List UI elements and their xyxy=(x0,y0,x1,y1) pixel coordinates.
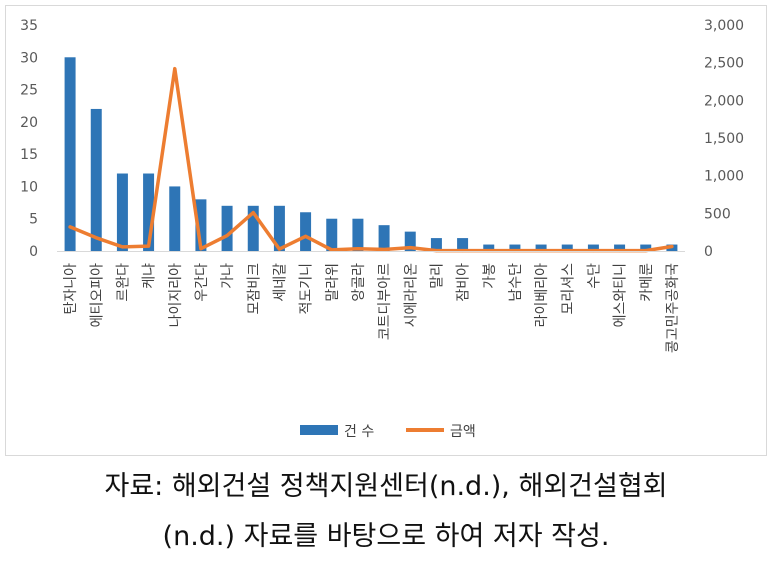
line-point xyxy=(199,247,203,251)
line-point xyxy=(251,211,255,215)
bar xyxy=(90,108,102,251)
line-point xyxy=(356,247,360,251)
line-point xyxy=(382,247,386,251)
line-point xyxy=(173,67,177,71)
bar xyxy=(143,173,155,251)
bar xyxy=(378,225,390,251)
right-tick-label: 1,000 xyxy=(704,169,744,185)
category-label: 우간다 xyxy=(194,263,210,302)
bar xyxy=(457,238,469,251)
left-tick-label: 20 xyxy=(20,115,38,131)
line-point xyxy=(120,245,124,249)
legend-line-label: 금액 xyxy=(450,424,476,440)
left-tick-label: 5 xyxy=(29,212,38,228)
legend: 건 수 금액 xyxy=(300,424,476,440)
category-label: 가나 xyxy=(220,263,236,289)
left-tick-label: 0 xyxy=(29,244,38,260)
left-tick-label: 35 xyxy=(20,18,38,34)
line-point xyxy=(94,236,98,240)
bar xyxy=(273,205,285,251)
category-label: 수단 xyxy=(586,263,602,289)
legend-bar-label: 건 수 xyxy=(344,424,374,440)
bar xyxy=(169,186,181,251)
right-tick-label: 3,000 xyxy=(704,18,744,34)
category-label: 가봉 xyxy=(482,263,498,289)
chart-area: 0 5 10 15 20 25 30 35 0 500 1,000 1,500 2,000 2,500 3… xyxy=(5,5,767,456)
bar xyxy=(483,244,495,251)
category-label: 르완다 xyxy=(115,263,131,302)
line-series xyxy=(68,66,674,253)
bar xyxy=(116,173,128,251)
bar xyxy=(195,199,207,251)
line-point xyxy=(147,244,151,248)
category-label: 잠비아 xyxy=(456,263,472,302)
bar xyxy=(352,218,364,251)
category-label: 남수단 xyxy=(508,263,524,302)
bar xyxy=(614,244,626,251)
bar xyxy=(300,212,312,251)
category-label: 말라위 xyxy=(325,263,341,302)
category-label: 적도기니 xyxy=(299,263,315,315)
line-point xyxy=(330,248,334,252)
category-label: 콩고민주공화국 xyxy=(665,263,681,353)
bar xyxy=(64,57,76,252)
line-point xyxy=(277,247,281,251)
line-point xyxy=(670,244,674,248)
bar xyxy=(561,244,573,251)
right-tick-label: 500 xyxy=(704,206,731,222)
left-tick-label: 10 xyxy=(20,179,38,195)
bar xyxy=(221,205,233,251)
bar xyxy=(509,244,521,251)
category-label: 말리 xyxy=(429,263,445,289)
line-point xyxy=(225,234,229,238)
category-label: 카메룬 xyxy=(639,263,655,302)
right-axis: 0 500 1,000 1,500 2,000 2,500 3,000 xyxy=(704,18,744,260)
line-point xyxy=(304,234,308,238)
line-point xyxy=(68,225,72,229)
left-tick-label: 15 xyxy=(20,147,38,163)
right-tick-label: 2,000 xyxy=(704,93,744,109)
bar xyxy=(430,238,442,251)
category-label: 모리셔스 xyxy=(560,263,576,315)
category-label: 시에라리온 xyxy=(403,263,419,328)
category-label: 코트디부아르 xyxy=(377,263,393,340)
category-label: 모잠비크 xyxy=(246,263,262,315)
bar xyxy=(326,218,338,251)
source-note: 자료: 해외건설 정책지원센터(n.d.), 해외건설협회 (n.d.) 자료를… xyxy=(0,462,772,562)
amount-line xyxy=(68,66,674,253)
left-axis: 0 5 10 15 20 25 30 35 xyxy=(20,18,38,260)
category-label: 에티오피아 xyxy=(89,263,105,328)
category-label: 앙골라 xyxy=(351,263,367,302)
category-label: 탄자니아 xyxy=(63,263,79,315)
right-tick-label: 0 xyxy=(704,244,713,260)
category-label: 나이지리아 xyxy=(168,263,184,328)
bar xyxy=(535,244,547,251)
x-axis: 탄자니아 에티오피아 르완다 케냐 나이지리아 우간다 가나 모잠비크 세네갈 적도기니 말라위 앙골… xyxy=(57,251,685,353)
combo-chart: 0 5 10 15 20 25 30 35 0 500 1,000 1,500 2,000 2,500 3… xyxy=(5,5,767,456)
bar xyxy=(247,205,259,251)
category-label: 세네갈 xyxy=(272,263,288,302)
line-point xyxy=(408,246,412,250)
legend-bar-swatch xyxy=(300,425,338,435)
category-label: 케냐 xyxy=(142,263,158,289)
bar xyxy=(640,244,652,251)
bar-series xyxy=(64,57,678,252)
category-label: 에스와티니 xyxy=(613,263,629,327)
category-label: 라이베리아 xyxy=(534,263,550,328)
right-tick-label: 1,500 xyxy=(704,131,744,147)
left-tick-label: 25 xyxy=(20,83,38,99)
bar xyxy=(404,231,416,251)
left-tick-label: 30 xyxy=(20,50,38,66)
source-line-1: 자료: 해외건설 정책지원센터(n.d.), 해외건설협회 xyxy=(104,471,668,502)
source-line-2: (n.d.) 자료를 바탕으로 하여 저자 작성. xyxy=(162,521,610,552)
bar xyxy=(587,244,599,251)
right-tick-label: 2,500 xyxy=(704,56,744,72)
